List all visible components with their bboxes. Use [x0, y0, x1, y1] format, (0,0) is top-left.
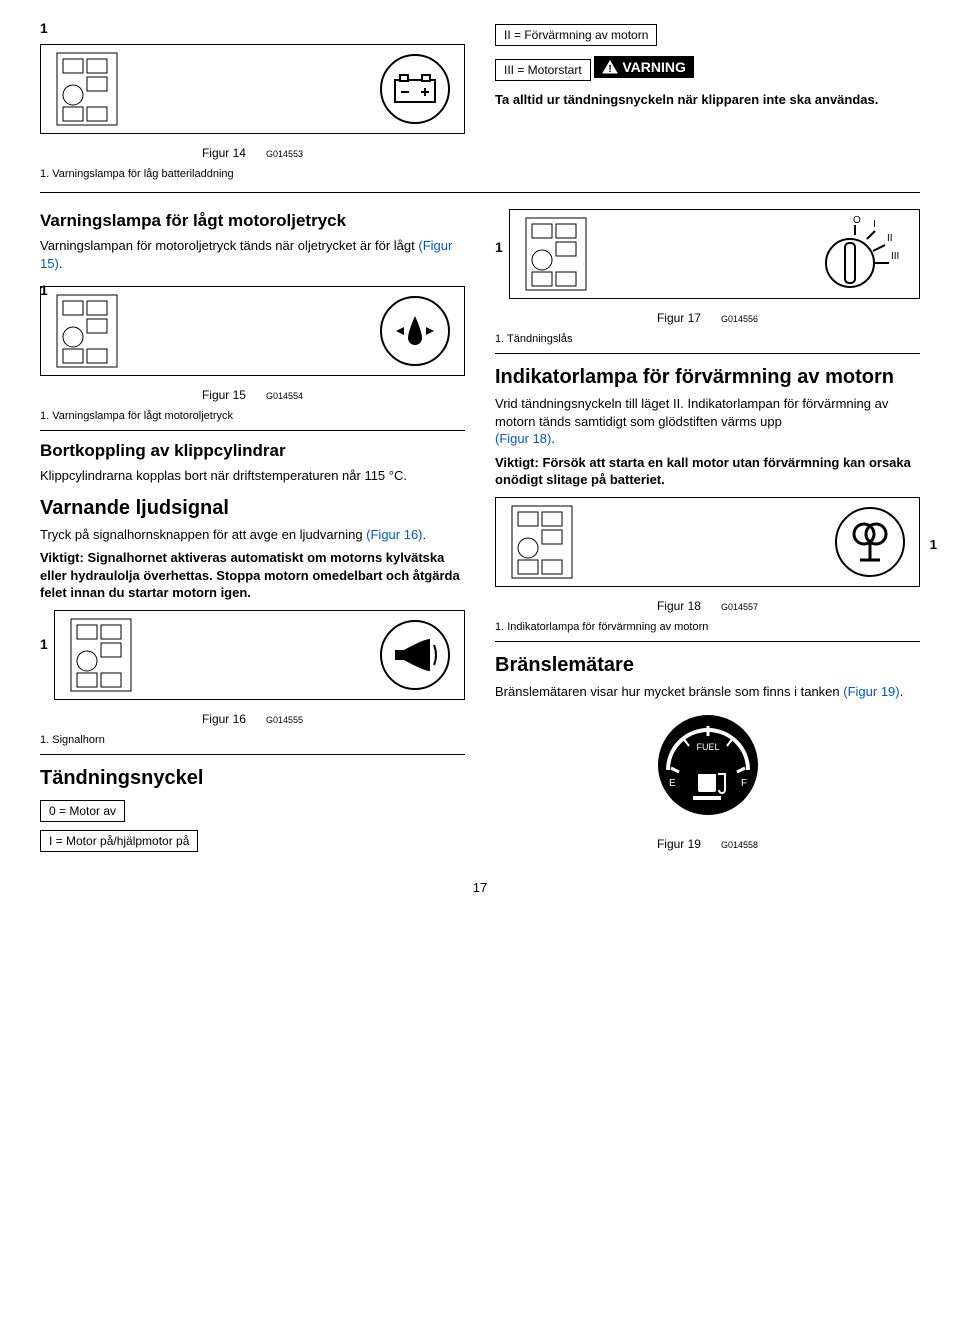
fig19-caption: Figur 19 — [657, 837, 701, 851]
fig16-code: G014555 — [266, 715, 303, 725]
page-number: 17 — [40, 880, 920, 895]
fig18-legend: 1. Indikatorlampa för förvärmning av mot… — [495, 621, 920, 633]
fig16-caption: Figur 16 — [202, 712, 246, 726]
figure-18-box: 1 — [495, 497, 920, 587]
fig18-caption: Figur 18 — [657, 599, 701, 613]
fig16-indicator: 1 — [40, 636, 48, 652]
svg-text:II: II — [887, 233, 893, 244]
fig17-legend: 1. Tändningslås — [495, 333, 920, 345]
oil-body: Varningslampan för motoroljetryck tänds … — [40, 237, 465, 272]
fig17-code: G014556 — [721, 314, 758, 324]
svg-text:III: III — [891, 251, 899, 262]
svg-text:!: ! — [609, 64, 612, 74]
key-pos-ii: II = Förvärmning av motorn — [495, 24, 657, 46]
control-panel-icon — [69, 617, 189, 693]
clutch-body: Klippcylindrarna kopplas bort när drifts… — [40, 467, 465, 485]
glow-plug-icon — [835, 507, 905, 577]
figure-15-box — [40, 286, 465, 376]
fig15-code: G014554 — [266, 391, 303, 401]
oil-drop-icon — [380, 296, 450, 366]
key-pos-i: I = Motor på/hjälpmotor på — [40, 830, 198, 852]
fig18-code: G014557 — [721, 602, 758, 612]
fig19-code: G014558 — [721, 840, 758, 850]
sound-body: Tryck på signalhornsknappen för att avge… — [40, 526, 465, 544]
svg-text:FUEL: FUEL — [696, 742, 719, 752]
warning-label: VARNING — [622, 59, 686, 75]
control-panel-icon — [55, 51, 175, 127]
fuel-gauge-icon: FUEL E F — [643, 710, 773, 820]
key-heading: Tändningsnyckel — [40, 767, 465, 790]
svg-text:F: F — [741, 778, 747, 789]
clutch-heading: Bortkoppling av klippcylindrar — [40, 441, 465, 461]
fig14-legend: 1. Varningslampa för låg batteriladdning — [40, 168, 465, 180]
preheat-heading: Indikatorlampa för förvärmning av motorn — [495, 366, 920, 389]
fig16-legend: 1. Signalhorn — [40, 734, 465, 746]
figure-16-box — [54, 610, 465, 700]
warning-badge: ! VARNING — [594, 56, 694, 78]
fig18-indicator: 1 — [930, 537, 937, 552]
svg-text:O: O — [853, 215, 861, 226]
sound-important: Viktigt: Signalhornet aktiveras automati… — [40, 549, 465, 602]
svg-text:I: I — [873, 219, 876, 230]
sound-heading: Varnande ljudsignal — [40, 497, 465, 520]
preheat-body: Vrid tändningsnyckeln till läget II. Ind… — [495, 395, 920, 448]
horn-icon — [380, 620, 450, 690]
fig15-caption: Figur 15 — [202, 388, 246, 402]
fig14-caption: Figur 14 — [202, 146, 246, 160]
ignition-switch-icon: O I II III — [795, 213, 905, 295]
figure-17-box: O I II III — [509, 209, 920, 299]
fig17-caption: Figur 17 — [657, 311, 701, 325]
svg-text:E: E — [669, 778, 676, 789]
fig14-indicator: 1 — [40, 20, 465, 36]
fig14-code: G014553 — [266, 149, 303, 159]
key-pos-iii: III = Motorstart — [495, 59, 591, 81]
control-panel-icon — [524, 216, 644, 292]
preheat-important: Viktigt: Försök att starta en kall motor… — [495, 454, 920, 489]
battery-icon — [380, 54, 450, 124]
figure-14-box — [40, 44, 465, 134]
fuel-body: Bränslemätaren visar hur mycket bränsle … — [495, 683, 920, 701]
oil-heading: Varningslampa för lågt motoroljetryck — [40, 211, 465, 231]
fuel-heading: Bränslemätare — [495, 654, 920, 677]
fig15-legend: 1. Varningslampa för lågt motoroljetryck — [40, 410, 465, 422]
control-panel-icon — [55, 293, 175, 369]
control-panel-icon — [510, 504, 630, 580]
key-pos-0: 0 = Motor av — [40, 800, 125, 822]
fig17-indicator: 1 — [495, 239, 503, 255]
warning-body: Ta alltid ur tändningsnyckeln när klippa… — [495, 91, 920, 109]
